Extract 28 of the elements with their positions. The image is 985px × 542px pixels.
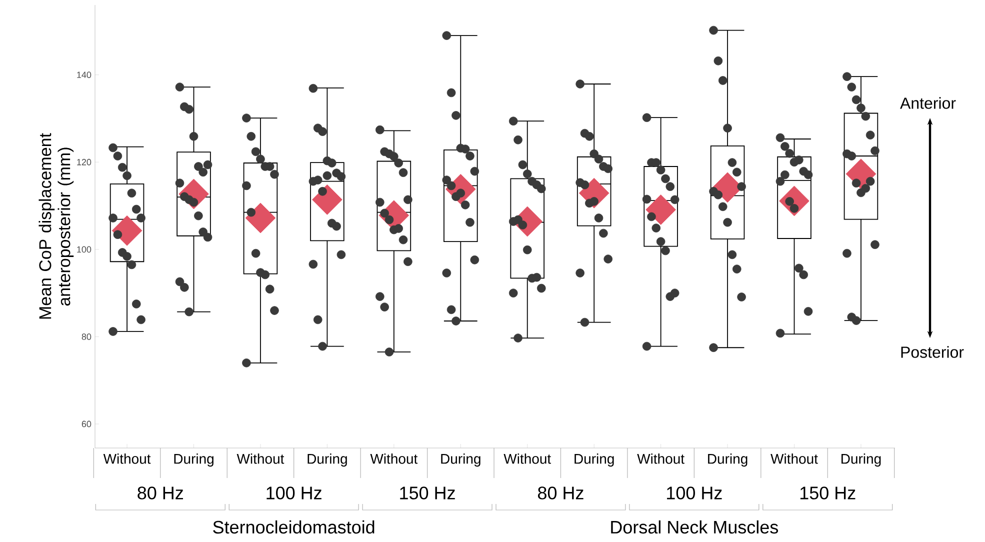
x-tick-label: During	[174, 454, 214, 467]
text: Anterior	[900, 97, 956, 109]
y-tick-label: 100	[77, 246, 92, 253]
y-axis-title: Mean CoP displacement anteroposterior (mm)	[38, 133, 74, 319]
text: 150 Hz	[800, 486, 856, 500]
y-tick-label: 80	[82, 334, 92, 340]
text: 100 Hz	[667, 486, 722, 500]
x-tick-label: During	[308, 454, 347, 467]
text: 100 Hz	[266, 486, 322, 500]
x-tick-label: Without	[770, 454, 818, 464]
y-tick-label: 140	[77, 72, 92, 78]
x-tick-label: Without	[236, 454, 284, 464]
x-tick-label: Without	[370, 454, 418, 464]
x-tick-label: During	[842, 454, 881, 467]
text: Sternocleidomastoid	[213, 520, 374, 534]
x-tick-label: Without	[504, 454, 551, 464]
y-tick-label: 120	[77, 158, 92, 166]
text: Posterior	[901, 346, 964, 358]
y-tick-label: 60	[82, 420, 92, 428]
x-tick-label: Without	[637, 454, 684, 464]
x-tick-label: During	[708, 454, 748, 467]
text: 150 Hz	[400, 486, 455, 500]
text: 80 Hz	[138, 486, 183, 500]
text: 80 Hz	[538, 486, 584, 500]
x-tick-label: During	[441, 454, 480, 467]
x-tick-label: During	[574, 454, 614, 467]
x-tick-label: Without	[103, 454, 151, 464]
text: Dorsal Neck Muscles	[611, 520, 778, 534]
